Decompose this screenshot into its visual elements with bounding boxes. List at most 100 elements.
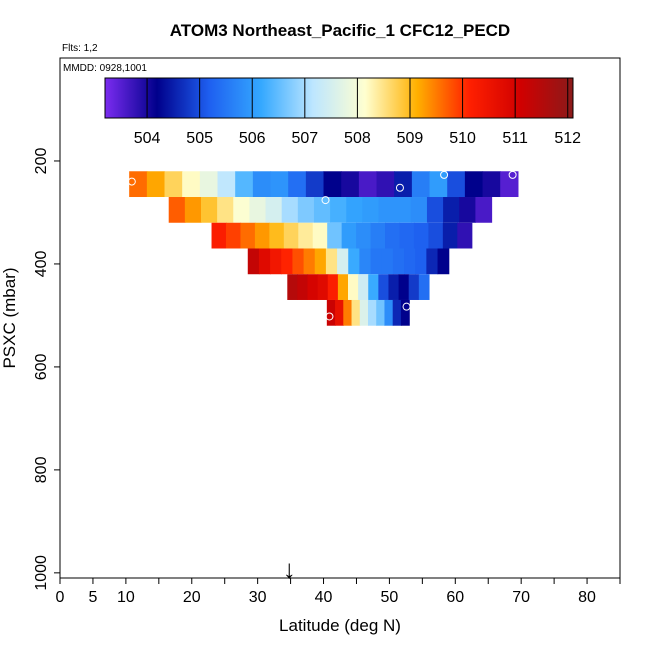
heatmap-cell [411, 171, 431, 198]
heatmap-cell [437, 248, 450, 275]
heatmap-cell [443, 197, 460, 223]
heatmap-cell [287, 274, 299, 300]
heatmap-cell [356, 222, 372, 249]
flights-label: Flts: 1,2 [62, 43, 98, 54]
heatmap-cell [408, 274, 420, 300]
heatmap-cell [281, 197, 299, 223]
heatmap-cell [368, 299, 377, 326]
heatmap [129, 171, 519, 326]
heatmap-cell [323, 171, 342, 198]
heatmap-cell [283, 222, 299, 249]
heatmap-cell [184, 197, 202, 223]
heatmap-cell [292, 248, 305, 275]
heatmap-cell [351, 299, 361, 326]
heatmap-cell [362, 197, 380, 223]
heatmap-cell [233, 197, 251, 223]
heatmap-cell [326, 299, 336, 326]
colorbar-tick-label: 505 [186, 130, 213, 147]
sample-point [402, 302, 411, 311]
heatmap-cell [378, 197, 396, 223]
heatmap-cell [370, 222, 386, 249]
heatmap-cell [388, 274, 400, 300]
heatmap-cell [297, 197, 315, 223]
heatmap-cell [327, 222, 343, 249]
heatmap-cell [358, 274, 369, 300]
heatmap-cell [249, 197, 267, 223]
colorbar-gradient [104, 77, 574, 119]
heatmap-cell [341, 222, 357, 249]
y-tick-label: 1000 [33, 555, 50, 591]
colorbar-tick-label: 506 [239, 130, 266, 147]
heatmap-cell [370, 248, 383, 275]
sample-point [325, 312, 334, 321]
sample-point [321, 196, 330, 205]
heatmap-cell [464, 171, 484, 198]
y-axis: 200 400 600 800 1000 [33, 148, 60, 591]
heatmap-cell [400, 299, 410, 326]
heatmap-cell [288, 171, 307, 198]
latitude-marker-arrow: ↓ [283, 554, 296, 584]
heatmap-cell [429, 171, 448, 198]
heatmap-cell [200, 197, 218, 223]
heatmap-cell [415, 248, 427, 275]
heatmap-cell [348, 248, 360, 275]
heatmap-cell [376, 171, 395, 198]
heatmap-cell [341, 171, 360, 198]
heatmap-cell [325, 248, 338, 275]
heatmap-cell [146, 171, 166, 198]
plot-frame [59, 57, 621, 579]
heatmap-cell [359, 299, 369, 326]
heatmap-cell [358, 171, 378, 198]
heatmap-cell [392, 248, 405, 275]
heatmap-cell [168, 197, 186, 223]
heatmap-cell [426, 248, 439, 275]
chart-title: ATOM3 Northeast_Pacific_1 CFC12_PECD [170, 21, 510, 40]
heatmap-cell [381, 248, 394, 275]
heatmap-cell [457, 222, 473, 249]
x-tick-label: 20 [183, 589, 201, 606]
colorbar: 504 505 506 507 508 509 510 511 512 [104, 77, 581, 147]
sample-point [395, 183, 404, 192]
x-tick-label: 0 [56, 589, 65, 606]
heatmap-cell [314, 248, 327, 275]
x-axis-label: Latitude (deg N) [279, 616, 401, 635]
heatmap-cell [447, 171, 466, 198]
heatmap-cell [297, 274, 309, 300]
colorbar-tick-label: 508 [344, 130, 371, 147]
heatmap-cell [254, 222, 270, 249]
y-axis-label: PSXC (mbar) [0, 267, 19, 368]
x-tick-label: 50 [381, 589, 399, 606]
heatmap-cell [317, 274, 329, 300]
heatmap-cell [305, 171, 325, 198]
colorbar-tick-label: 509 [397, 130, 424, 147]
heatmap-cell [298, 222, 314, 249]
x-tick-label: 10 [117, 589, 135, 606]
heatmap-cell [330, 197, 347, 223]
heatmap-cell [303, 248, 316, 275]
heatmap-cell [217, 197, 234, 223]
sample-point [127, 177, 136, 186]
heatmap-cell [385, 222, 401, 249]
heatmap-cell [418, 274, 430, 300]
heatmap-cell [307, 274, 319, 300]
heatmap-cell [225, 222, 242, 249]
heatmap-cell [399, 222, 415, 249]
heatmap-cell [394, 171, 413, 198]
colorbar-tick-label: 511 [502, 130, 528, 147]
heatmap-cell [346, 197, 363, 223]
heatmap-cell [252, 171, 272, 198]
colorbar-tick-label: 510 [449, 130, 476, 147]
heatmap-cell [376, 299, 386, 326]
x-tick-label: 80 [578, 589, 596, 606]
x-axis: 0 5 10 20 30 40 50 60 70 80 [56, 578, 621, 606]
x-tick-label: 60 [446, 589, 464, 606]
heatmap-cell [359, 248, 372, 275]
heatmap-cell [247, 248, 260, 275]
x-tick-label: 5 [88, 589, 97, 606]
heatmap-cell [327, 274, 339, 300]
heatmap-cell [404, 248, 416, 275]
x-tick-label: 70 [512, 589, 530, 606]
colorbar-tick-label: 504 [134, 130, 161, 147]
heatmap-cell [182, 171, 201, 198]
